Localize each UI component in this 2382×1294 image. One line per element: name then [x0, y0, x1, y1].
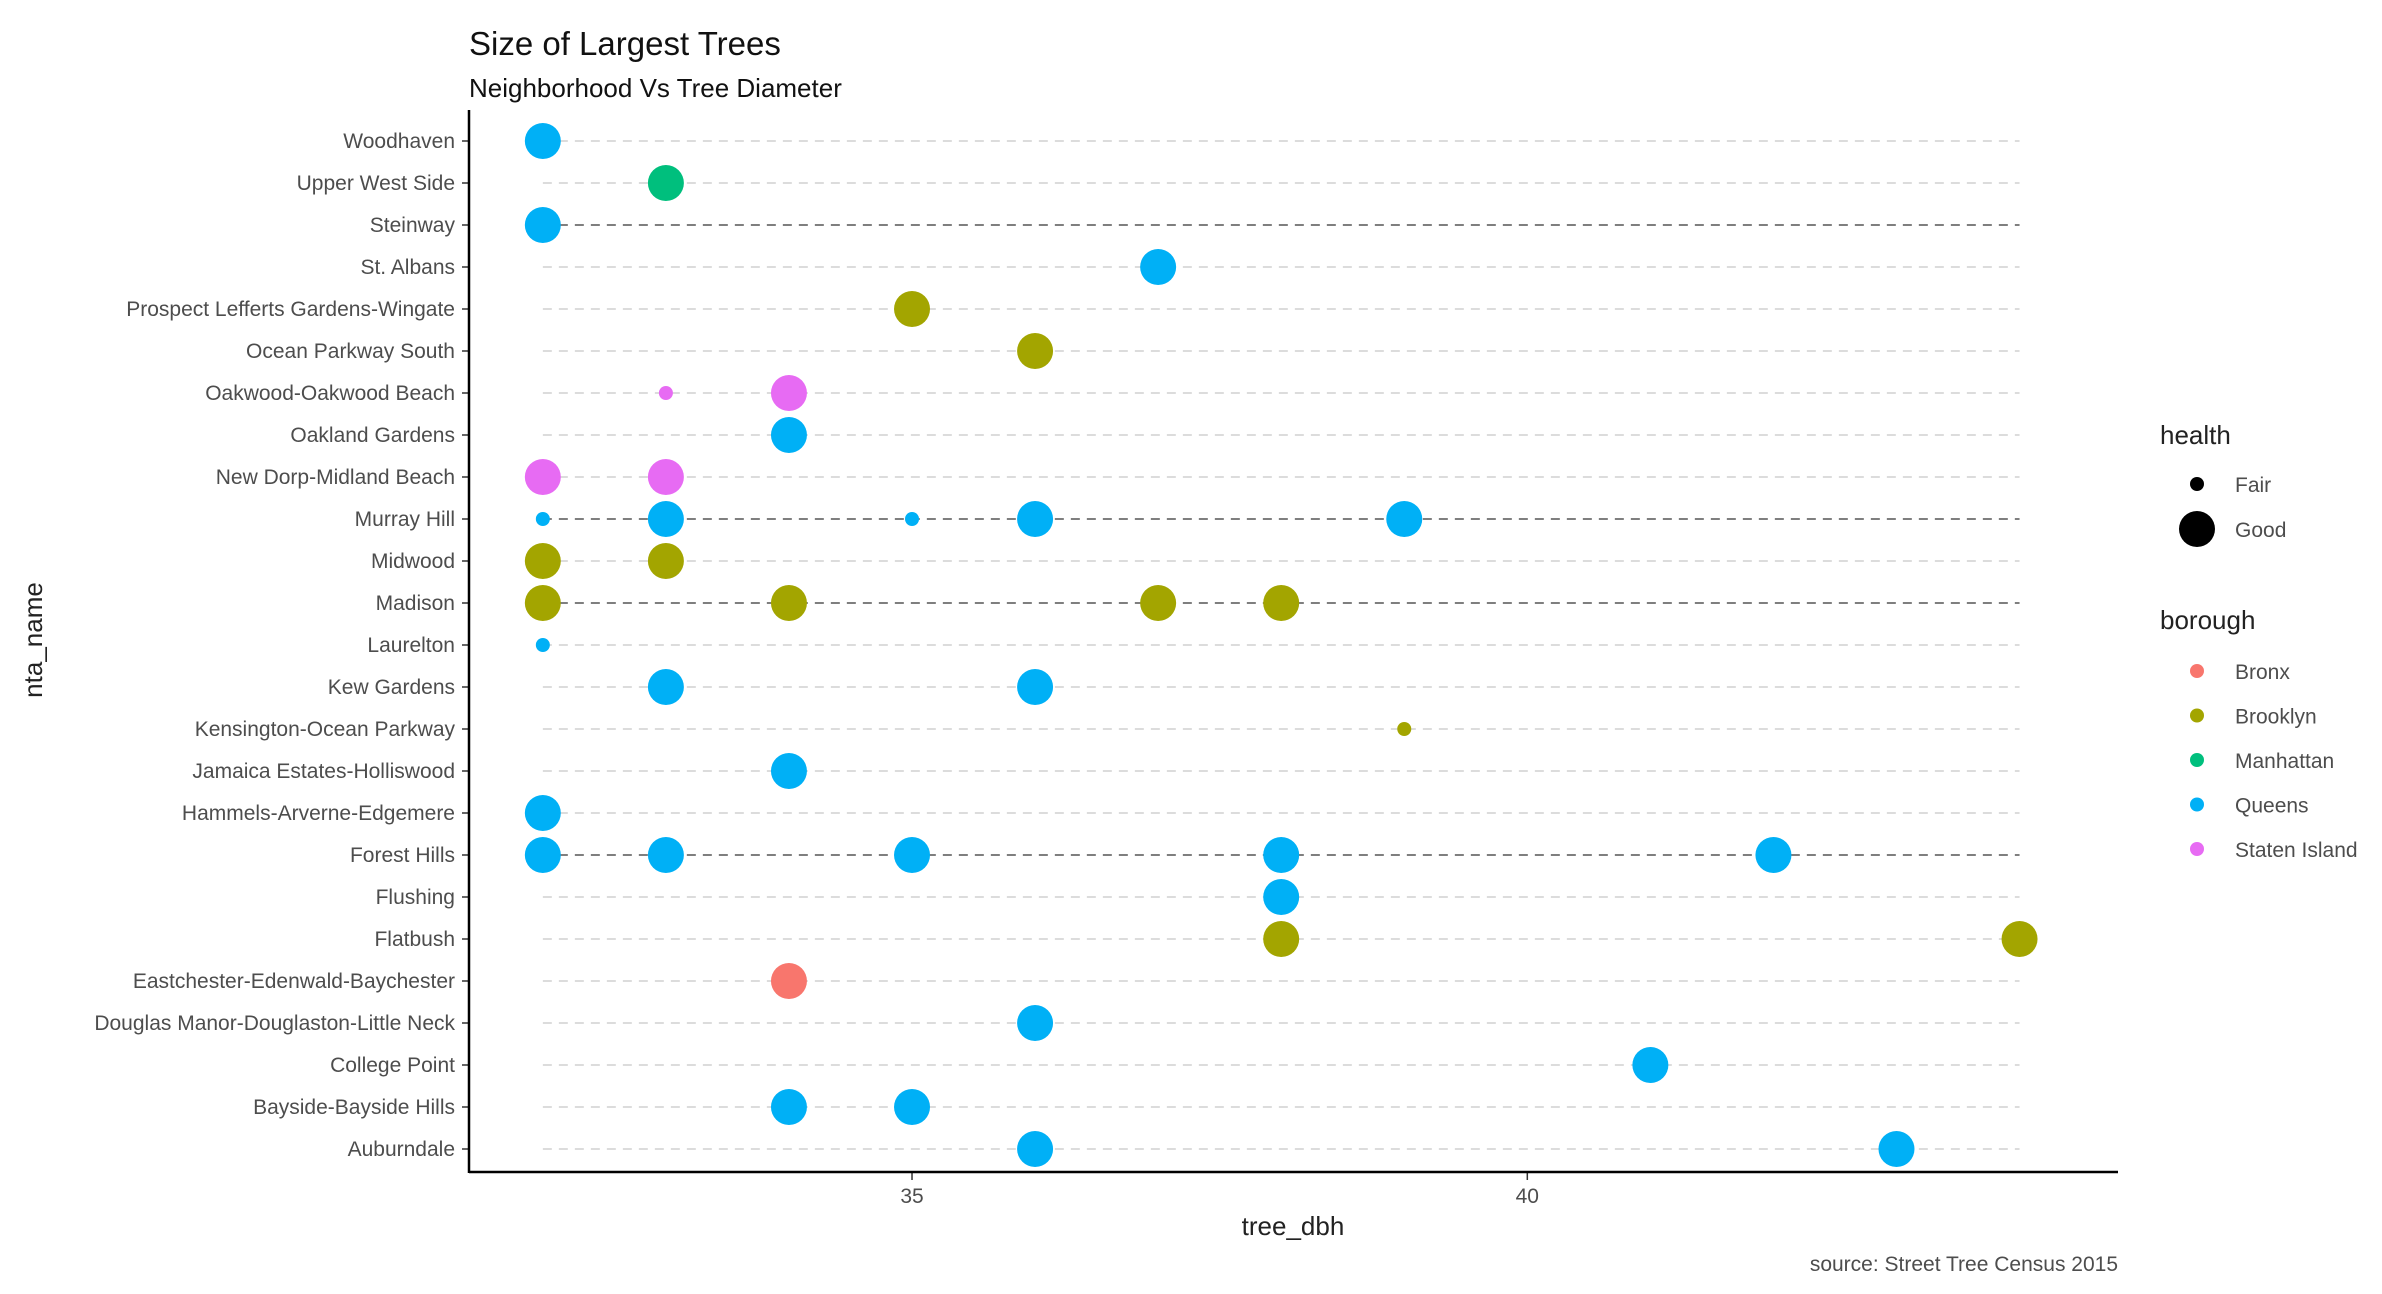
data-point	[1386, 501, 1423, 537]
chart-subtitle: Neighborhood Vs Tree Diameter	[469, 73, 842, 103]
y-tick-label: Jamaica Estates-Holliswood	[192, 760, 455, 783]
data-point	[647, 669, 684, 705]
y-tick-label: Laurelton	[367, 634, 455, 657]
data-point	[1263, 837, 1300, 873]
legend-borough-label: Manhattan	[2235, 750, 2334, 773]
data-point	[524, 123, 561, 159]
y-tick-label: Hammels-Arverne-Edgemere	[182, 802, 455, 825]
data-point	[1017, 669, 1054, 705]
chart-caption: source: Street Tree Census 2015	[1810, 1253, 2118, 1276]
data-point	[905, 512, 920, 526]
data-point	[894, 1089, 931, 1125]
y-tick-label: Oakwood-Oakwood Beach	[205, 382, 455, 405]
legend-borough-label: Staten Island	[2235, 839, 2358, 862]
data-point	[535, 512, 550, 526]
y-tick-label: Flatbush	[374, 928, 455, 951]
x-axis-title: tree_dbh	[1242, 1211, 1345, 1241]
y-tick-label: Upper West Side	[297, 172, 455, 195]
data-point	[524, 795, 561, 831]
legend-borough-key	[2190, 753, 2204, 767]
data-point	[647, 165, 684, 201]
y-tick-label: College Point	[330, 1054, 455, 1077]
data-point	[1878, 1131, 1915, 1167]
y-tick-label: Prospect Lefferts Gardens-Wingate	[126, 298, 455, 321]
legend-health-label: Fair	[2235, 474, 2271, 497]
x-tick-label: 40	[1516, 1185, 1539, 1208]
y-tick-label: Auburndale	[348, 1138, 455, 1161]
y-tick-label: Ocean Parkway South	[246, 340, 455, 363]
data-point	[1755, 837, 1792, 873]
data-point	[647, 459, 684, 495]
y-tick-label: Forest Hills	[350, 844, 455, 867]
data-point	[524, 837, 561, 873]
y-axis-title: nta_name	[18, 582, 48, 698]
data-point	[1397, 722, 1412, 736]
y-tick-label: Flushing	[376, 886, 455, 909]
y-tick-label: Douglas Manor-Douglaston-Little Neck	[94, 1012, 455, 1035]
x-tick-label: 35	[900, 1185, 923, 1208]
y-tick-label: New Dorp-Midland Beach	[216, 466, 455, 489]
data-point	[647, 501, 684, 537]
data-point	[1632, 1047, 1669, 1083]
y-tick-label: Oakland Gardens	[290, 424, 455, 447]
y-tick-label: Steinway	[370, 214, 456, 237]
y-tick-label: Woodhaven	[343, 130, 455, 153]
data-point	[524, 543, 561, 579]
data-point	[1017, 333, 1054, 369]
data-point	[524, 207, 561, 243]
data-point	[1263, 585, 1300, 621]
y-tick-label: Madison	[376, 592, 455, 615]
data-point	[1263, 921, 1300, 957]
data-point	[647, 837, 684, 873]
data-point	[2001, 921, 2038, 957]
data-point	[770, 753, 807, 789]
legend-borough-label: Brooklyn	[2235, 706, 2317, 729]
data-point	[770, 1089, 807, 1125]
y-tick-label: Kensington-Ocean Parkway	[195, 718, 456, 741]
legend-health-title: health	[2160, 420, 2231, 450]
legend-borough-key	[2190, 797, 2204, 812]
data-point	[1017, 1005, 1054, 1041]
data-point	[647, 543, 684, 579]
legend-borough-key	[2190, 708, 2204, 723]
legend-health-key	[2190, 477, 2204, 491]
data-point	[658, 386, 673, 400]
data-point	[1140, 249, 1177, 285]
y-tick-label: Midwood	[371, 550, 455, 573]
legend-borough-label: Queens	[2235, 795, 2309, 818]
data-point	[894, 291, 931, 327]
data-point	[1017, 1131, 1054, 1167]
y-tick-label: Murray Hill	[355, 508, 455, 531]
data-point	[535, 638, 550, 652]
legend: health Fair Good borough Bronx Brooklyn Manhat…	[2160, 420, 2358, 862]
legend-health-key	[2179, 511, 2215, 547]
legend-borough-key	[2190, 842, 2204, 856]
data-point	[894, 837, 931, 873]
data-point	[1263, 879, 1300, 915]
legend-borough-key	[2190, 664, 2204, 678]
data-point	[770, 963, 807, 999]
data-point	[524, 459, 561, 495]
data-point	[1140, 585, 1177, 621]
y-tick-label: Eastchester-Edenwald-Baychester	[133, 970, 455, 993]
legend-borough-label: Bronx	[2235, 661, 2290, 684]
data-point	[770, 375, 807, 411]
legend-borough-title: borough	[2160, 605, 2255, 635]
y-tick-label: St. Albans	[360, 256, 455, 279]
y-tick-label: Bayside-Bayside Hills	[253, 1096, 455, 1119]
data-point	[770, 585, 807, 621]
y-tick-label: Kew Gardens	[328, 676, 455, 699]
plot-layer: Woodhaven Upper West Side Steinway St. Alba…	[94, 123, 2038, 1208]
data-point	[1017, 501, 1054, 537]
data-point	[524, 585, 561, 621]
data-point	[770, 417, 807, 453]
chart-title: Size of Largest Trees	[469, 25, 781, 62]
legend-health-label: Good	[2235, 519, 2286, 542]
